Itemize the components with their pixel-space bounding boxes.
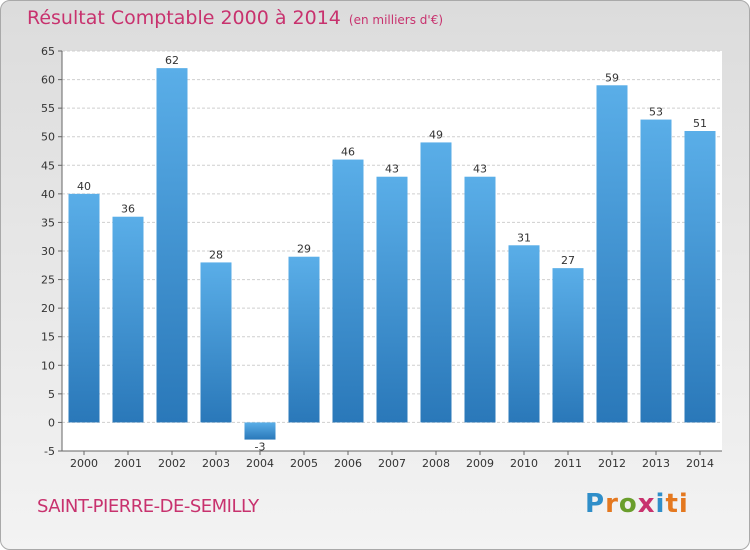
y-tick-label: 10 [41,359,55,372]
chart-title: Résultat Comptable 2000 à 2014 (en millie… [27,7,443,29]
logo-letter: ti [665,489,689,519]
x-tick-label: 2009 [466,457,494,470]
data-label: 59 [605,71,619,84]
x-tick-label: 2007 [378,457,406,470]
bar [376,176,408,423]
x-tick-label: 2002 [158,457,186,470]
commune-name: SAINT-PIERRE-DE-SEMILLY [37,496,259,517]
x-tick-label: 2012 [598,457,626,470]
x-tick-label: 2011 [554,457,582,470]
bar [332,159,364,423]
data-label: 29 [297,243,311,256]
x-tick-label: 2001 [114,457,142,470]
data-label: 53 [649,106,663,119]
data-label: 62 [165,54,179,67]
y-tick-label: 55 [41,102,55,115]
y-tick-label: 40 [41,188,55,201]
x-tick-label: 2004 [246,457,274,470]
proxiti-logo: Proxiti [585,489,689,519]
x-tick-label: 2003 [202,457,230,470]
y-tick-label: 45 [41,159,55,172]
y-tick-label: 25 [41,274,55,287]
logo-letter: o [618,489,638,519]
y-tick-label: 5 [48,388,55,401]
x-tick-label: 2000 [70,457,98,470]
bar [112,216,144,423]
y-tick-label: 30 [41,245,55,258]
data-label: 51 [693,117,707,130]
logo-letter: P [585,489,606,519]
data-label: 31 [517,231,531,244]
bar [508,245,540,423]
y-axis-ticks: -5 0 5 10 15 20 25 30 35 40 45 50 55 60 65 [41,45,62,458]
data-labels: 40 36 62 28 -3 29 46 43 49 43 31 27 59 53 51 [77,54,707,453]
bar [156,68,188,423]
data-label: 40 [77,180,91,193]
bar [68,193,100,423]
bar [464,176,496,423]
data-label: 43 [473,163,487,176]
logo-letter: i [655,489,666,519]
data-label: 28 [209,248,223,261]
bars [68,68,716,440]
x-tick-label: 2008 [422,457,450,470]
x-tick-label: 2010 [510,457,538,470]
chart-subtitle: (en milliers d'€) [348,13,444,27]
x-tick-label: 2014 [686,457,714,470]
data-label: 46 [341,146,355,159]
data-label: 49 [429,128,443,141]
bar [596,85,628,423]
y-tick-label: 60 [41,74,55,87]
bar [420,142,452,423]
bar [200,262,232,423]
x-axis-ticks: 2000 2001 2002 2003 2004 2005 2006 2007 2008 2009… [70,451,714,470]
bar [244,422,276,440]
x-tick-label: 2013 [642,457,670,470]
bar [552,268,584,423]
data-label: -3 [255,441,266,454]
bar [640,119,672,423]
chart-title-text: Résultat Comptable 2000 à 2014 [27,7,341,29]
data-label: 27 [561,254,575,267]
y-tick-label: -5 [44,445,55,458]
y-tick-label: 50 [41,131,55,144]
bar [288,256,320,423]
bar [684,131,716,423]
y-tick-label: 65 [41,45,55,58]
y-tick-label: 20 [41,302,55,315]
y-tick-label: 15 [41,331,55,344]
logo-letter: x [637,489,656,519]
y-tick-label: 0 [48,416,55,429]
y-tick-label: 35 [41,216,55,229]
logo-letter: r [605,489,619,519]
x-tick-label: 2006 [334,457,362,470]
data-label: 36 [121,203,135,216]
x-tick-label: 2005 [290,457,318,470]
data-label: 43 [385,163,399,176]
